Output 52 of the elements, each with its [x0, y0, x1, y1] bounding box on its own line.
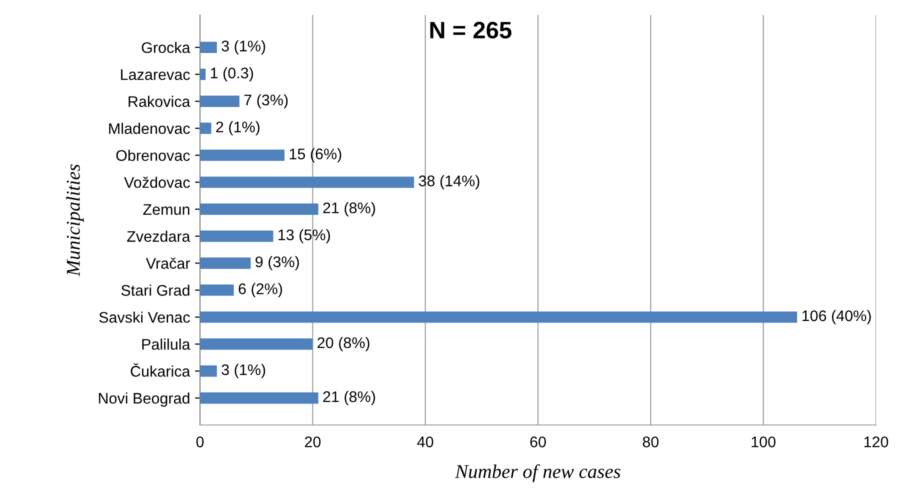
y-tick-label: Stari Grad	[121, 284, 190, 296]
y-tick-label: Čukarica	[130, 363, 190, 377]
data-label: 20 (8%)	[318, 336, 370, 352]
y-tick-label: Obrenovac	[116, 150, 190, 161]
data-label: 3 (1%)	[222, 40, 266, 54]
data-label: 7 (3%)	[244, 94, 288, 108]
y-tick-label: Palilula	[142, 338, 190, 350]
data-label: 3 (1%)	[222, 364, 266, 378]
data-label: 1 (0.3)	[210, 67, 254, 82]
y-tick-label: Zvezdara	[127, 230, 190, 242]
data-label: 21 (8%)	[323, 202, 376, 216]
data-label: 13 (5%)	[278, 229, 330, 244]
y-tick-label: Voždovac	[124, 176, 190, 188]
data-label: 38 (14%)	[418, 175, 480, 190]
y-tick-label: Savski Venac	[99, 312, 190, 323]
bar	[200, 311, 798, 323]
bar	[200, 204, 318, 215]
data-label: 21 (8%)	[323, 390, 376, 406]
bar	[200, 150, 284, 161]
x-axis-title: Number of new cases	[454, 464, 620, 482]
bar	[200, 257, 251, 269]
x-tick-label: 40	[417, 436, 434, 448]
bar	[200, 68, 206, 80]
bar	[200, 230, 274, 242]
bar	[200, 176, 414, 188]
y-tick-label: Novi Beograd	[98, 392, 190, 407]
y-tick-label: Grocka	[142, 42, 190, 54]
data-label: 15 (6%)	[290, 148, 342, 162]
x-tick-label: 60	[530, 436, 546, 448]
x-tick-label: 100	[752, 436, 776, 448]
bar	[200, 284, 234, 296]
y-tick-label: Zemun	[143, 204, 190, 215]
bar	[200, 338, 313, 350]
bar	[200, 392, 318, 404]
x-tick-label: 20	[304, 436, 321, 448]
data-label: 6 (2%)	[238, 283, 282, 298]
bar	[200, 42, 217, 54]
y-tick-label: Lazarevac	[121, 69, 190, 80]
bar	[200, 122, 212, 134]
x-tick-label: 80	[642, 436, 659, 448]
data-label: 2 (1%)	[216, 121, 260, 136]
y-tick-label: Vračar	[146, 258, 190, 269]
bar	[200, 365, 217, 377]
data-label: 106 (40%)	[802, 310, 871, 324]
chart-title: N = 265	[430, 22, 512, 38]
y-tick-label: Rakovica	[128, 96, 190, 107]
y-tick-label: Mladenovac	[109, 122, 190, 134]
bar	[200, 96, 240, 107]
y-axis-title: Municipalities	[66, 164, 84, 276]
x-tick-label: 0	[196, 436, 204, 448]
data-label: 9 (3%)	[256, 256, 299, 270]
x-tick-label: 120	[864, 436, 888, 448]
